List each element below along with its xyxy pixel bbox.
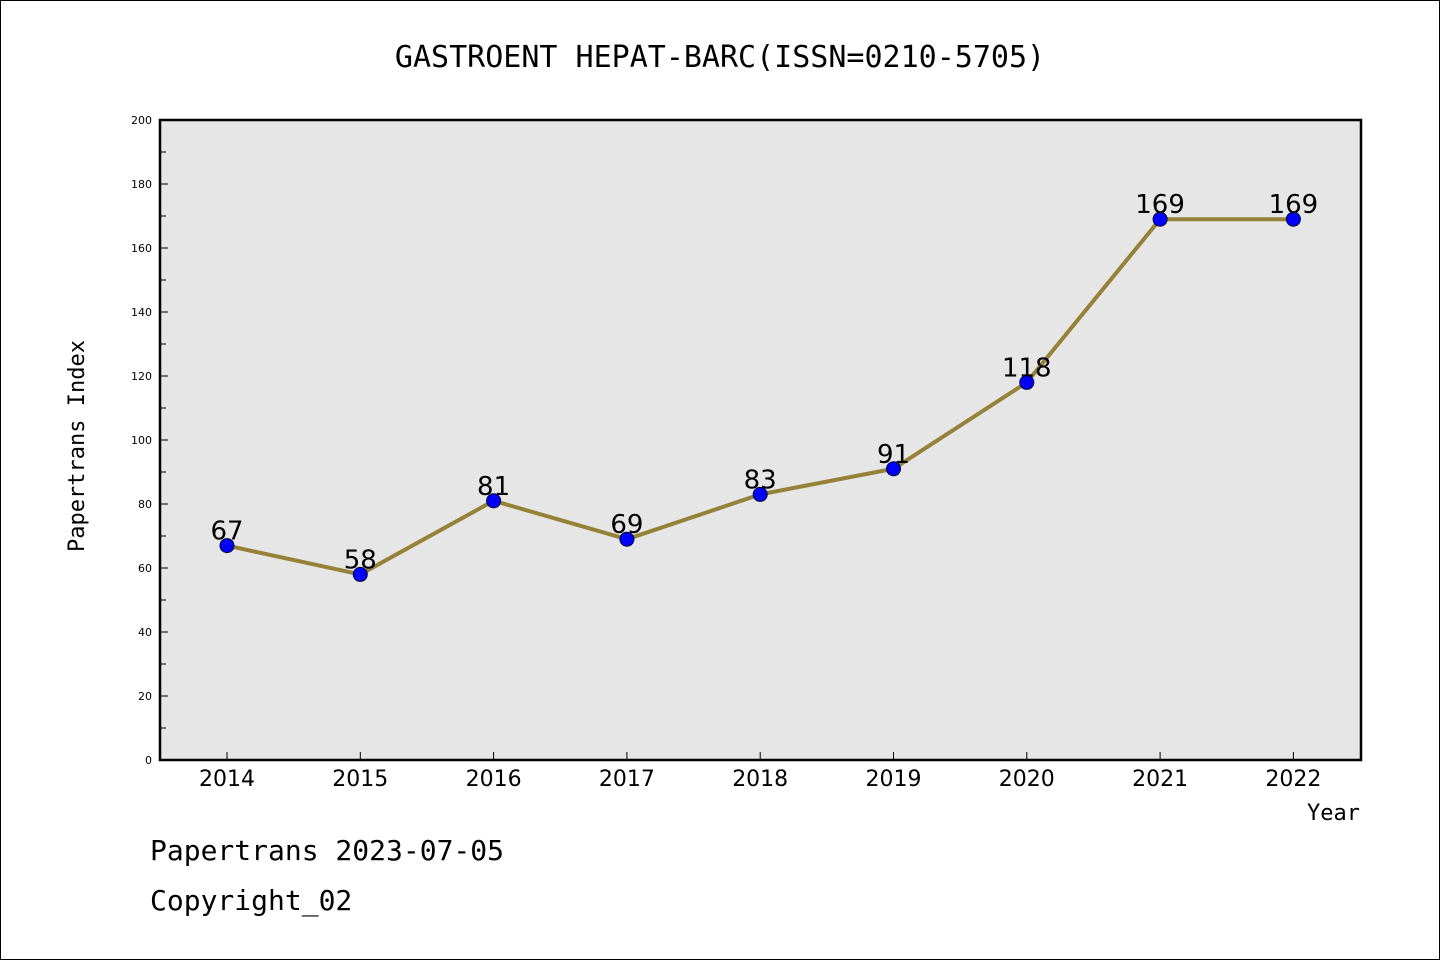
y-tick-label: 160 — [131, 242, 152, 255]
y-tick-label: 0 — [145, 754, 152, 767]
y-tick-label: 40 — [138, 626, 152, 639]
data-point — [1019, 374, 1035, 390]
data-point — [486, 493, 502, 509]
x-tick-label: 2020 — [999, 767, 1055, 792]
data-point — [886, 461, 901, 477]
x-tick-label: 2014 — [199, 767, 255, 792]
y-tick-label: 200 — [131, 114, 152, 127]
data-label: 91 — [877, 440, 910, 470]
x-tick-label: 2022 — [1265, 767, 1321, 792]
data-label: 83 — [744, 465, 777, 495]
y-tick-label: 140 — [131, 306, 152, 319]
data-label: 69 — [610, 510, 643, 540]
x-tick-label: 2021 — [1132, 767, 1188, 792]
data-label: 169 — [1135, 190, 1185, 220]
data-markers — [219, 211, 1301, 582]
data-point — [1152, 211, 1168, 227]
data-point — [219, 538, 235, 554]
y-tick-label: 20 — [138, 690, 152, 703]
data-label: 81 — [477, 472, 510, 502]
y-tick-label: 60 — [138, 562, 152, 575]
data-point — [619, 531, 635, 547]
x-tick-label: 2018 — [732, 767, 788, 792]
x-axis-label: Year — [1307, 801, 1360, 826]
data-label: 58 — [344, 545, 377, 575]
y-tick-label: 180 — [131, 178, 152, 191]
chart-title: GASTROENT HEPAT-BARC(ISSN=0210-5705) — [395, 40, 1045, 75]
data-point — [1285, 211, 1301, 227]
x-tick-label: 2016 — [466, 767, 522, 792]
data-point — [752, 486, 768, 502]
footer-copyright: Copyright_02 — [150, 884, 353, 917]
y-tick-label: 100 — [131, 434, 152, 447]
y-tick-label: 80 — [138, 498, 152, 511]
x-tick-label: 2017 — [599, 767, 655, 792]
data-labels: 67 58 81 69 83 91 118 169 169 — [210, 190, 1318, 575]
y-axis: 0 20 40 60 80 100 120 140 160 180 200 — [131, 114, 168, 767]
footer-date: Papertrans 2023-07-05 — [150, 834, 505, 867]
y-axis-label: Papertrans Index — [65, 340, 90, 552]
plot-area — [158, 118, 1363, 762]
x-axis: 2014 2015 2016 2017 2018 2019 2020 2021 2022 — [199, 752, 1321, 792]
x-tick-label: 2019 — [866, 767, 922, 792]
data-label: 118 — [1002, 353, 1052, 383]
data-label: 169 — [1269, 190, 1319, 220]
y-tick-label: 120 — [131, 370, 152, 383]
data-point — [352, 566, 368, 582]
data-label: 67 — [210, 517, 243, 547]
x-tick-label: 2015 — [332, 767, 388, 792]
